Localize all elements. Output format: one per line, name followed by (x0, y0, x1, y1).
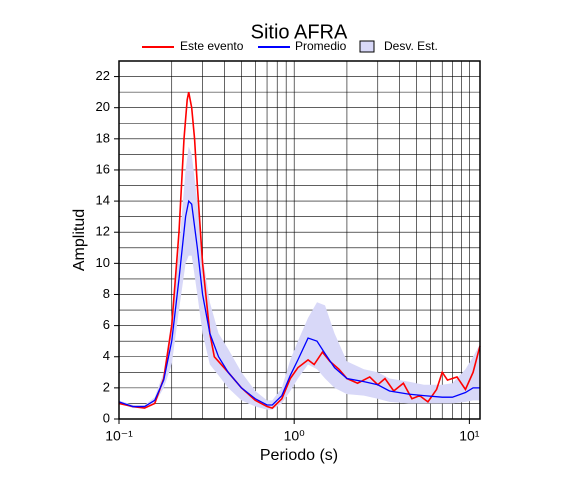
series-line (118, 199, 480, 408)
chart-title: Sitio AFRA (251, 21, 348, 43)
x-tick-label: 10⁰ (284, 428, 306, 444)
y-tick-label: 16 (96, 161, 110, 176)
y-tick-label: 18 (96, 130, 110, 145)
x-tick-label: 10⁻¹ (105, 428, 133, 444)
plot (118, 91, 481, 410)
y-tick-label: 8 (103, 286, 110, 301)
y-tick-label: 6 (103, 317, 110, 332)
x-axis-label: Periodo (s) (260, 447, 338, 464)
y-tick-label: 0 (103, 410, 110, 425)
series-line (118, 91, 481, 410)
y-tick-label: 12 (96, 224, 110, 239)
plot-frame (118, 60, 481, 420)
x-tick-label: 10¹ (459, 428, 480, 444)
y-tick-label: 20 (96, 99, 110, 114)
y-tick-label: 10 (96, 255, 110, 270)
y-tick-label: 4 (103, 348, 110, 363)
legend-label: Desv. Est. (384, 39, 438, 53)
y-tick-label: 22 (96, 68, 110, 83)
legend-label: Promedio (295, 39, 347, 53)
legend-swatch (359, 40, 375, 53)
legend-label: Este evento (180, 39, 244, 53)
y-tick-label: 14 (96, 193, 110, 208)
y-tick-label: 2 (103, 379, 110, 394)
y-axis-label: Amplitud (71, 209, 88, 271)
std-band (119, 146, 480, 410)
